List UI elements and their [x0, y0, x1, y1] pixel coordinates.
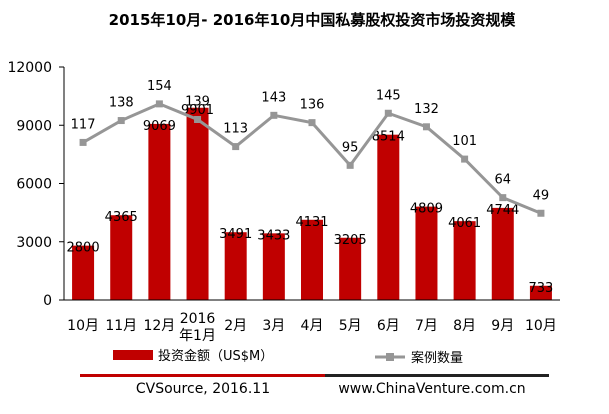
bar — [339, 237, 362, 300]
bar-value-label: 9901 — [181, 103, 214, 118]
x-tick-label: 4月 — [301, 318, 324, 334]
line-value-label: 143 — [261, 90, 286, 105]
bar — [453, 221, 476, 300]
y-tick-label: 6000 — [16, 177, 52, 193]
line-value-label: 101 — [452, 134, 477, 149]
footer-dark-rule — [325, 374, 549, 377]
line-value-label: 145 — [376, 88, 401, 103]
x-tick-label: 8月 — [453, 318, 476, 334]
bar-series — [72, 107, 552, 300]
line-point — [232, 143, 240, 151]
x-tick-label: 2月 — [224, 318, 247, 334]
line-point — [270, 111, 278, 119]
legend-line-label: 案例数量 — [411, 351, 463, 366]
y-axis: 0 3000 6000 9000 12000 — [7, 60, 65, 309]
x-axis: 10月 11月 12月 2016 年1月 2月 3月 4月 5月 6月 7月 8月 9月 10月 — [64, 299, 560, 344]
bar — [110, 215, 133, 300]
bar — [529, 285, 552, 300]
bar — [491, 207, 514, 300]
bar — [186, 107, 209, 300]
bar — [262, 233, 285, 300]
y-tick-label: 0 — [43, 293, 52, 309]
line-point — [461, 155, 469, 163]
line-point — [537, 209, 545, 217]
legend-line-marker — [386, 353, 394, 361]
bar-value-label: 9069 — [143, 119, 176, 134]
line-point — [384, 109, 392, 117]
bar — [415, 206, 438, 300]
bar-value-label: 4061 — [448, 216, 481, 231]
line-point — [308, 119, 316, 127]
bar — [148, 123, 171, 300]
line-labels: 117 138 154 139 113 143 136 95 145 132 101 64 49 — [71, 79, 550, 203]
y-tick-label: 3000 — [16, 235, 52, 251]
line-point — [194, 116, 202, 124]
line-value-label: 154 — [147, 79, 172, 94]
bar — [301, 219, 323, 300]
x-tick-label: 2016 年1月 — [179, 311, 216, 344]
bar-value-label: 3491 — [219, 227, 252, 242]
line-value-label: 138 — [109, 96, 134, 111]
x-tick-label: 11月 — [105, 318, 137, 334]
line-point — [79, 138, 87, 146]
x-tick-label: 10月 — [67, 318, 99, 334]
line-value-label: 49 — [533, 188, 550, 203]
line-point — [117, 117, 125, 125]
line-point — [155, 100, 163, 108]
x-tick-label: 3月 — [262, 318, 285, 334]
legend: 投资金额（US$M） 案例数量 — [113, 348, 463, 366]
line-value-label: 95 — [342, 140, 359, 155]
line-value-label: 117 — [71, 117, 96, 132]
line-value-label: 64 — [494, 173, 511, 188]
bar-value-label: 4131 — [295, 215, 328, 230]
x-tick-label: 10月 — [525, 318, 557, 334]
chart-title: 2015年10月- 2016年10月中国私募股权投资市场投资规模 — [109, 11, 517, 29]
y-tick-label: 12000 — [7, 60, 52, 76]
x-tick-label: 5月 — [339, 318, 362, 334]
line-series — [79, 100, 545, 217]
bar-value-label: 4365 — [105, 210, 138, 225]
footer: CVSource, 2016.11 www.ChinaVenture.com.c… — [80, 374, 549, 397]
line-value-label: 113 — [223, 122, 248, 137]
footer-website: www.ChinaVenture.com.cn — [338, 381, 525, 397]
footer-source: CVSource, 2016.11 — [136, 381, 270, 397]
bar-value-label: 4809 — [410, 202, 443, 217]
x-tick-label: 7月 — [415, 318, 438, 334]
legend-bar-label: 投资金额（US$M） — [158, 348, 273, 364]
bar-value-label: 4744 — [486, 203, 519, 218]
footer-red-rule — [80, 374, 325, 377]
bar-value-label: 3205 — [334, 233, 367, 248]
bar — [72, 245, 95, 300]
bar-value-label: 8514 — [372, 130, 405, 145]
legend-bar-swatch — [113, 350, 153, 360]
line-value-label: 132 — [414, 102, 439, 117]
x-tick-label: 9月 — [491, 318, 514, 334]
bar-value-label: 733 — [529, 281, 554, 296]
bar-value-label: 3433 — [257, 228, 290, 243]
line-point — [499, 194, 507, 202]
bar — [377, 134, 400, 300]
line-point — [346, 161, 354, 169]
x-tick-label: 12月 — [143, 318, 175, 334]
bar-labels: 2800 4365 9069 9901 3491 3433 4131 3205 8514 4809… — [67, 103, 554, 296]
bar-value-label: 2800 — [67, 241, 100, 256]
x-tick-label: 6月 — [377, 318, 400, 334]
bar — [224, 232, 247, 300]
line-value-label: 136 — [300, 98, 325, 113]
y-tick-label: 9000 — [16, 118, 52, 134]
line-point — [422, 123, 430, 131]
line-value-label: 139 — [185, 95, 210, 110]
